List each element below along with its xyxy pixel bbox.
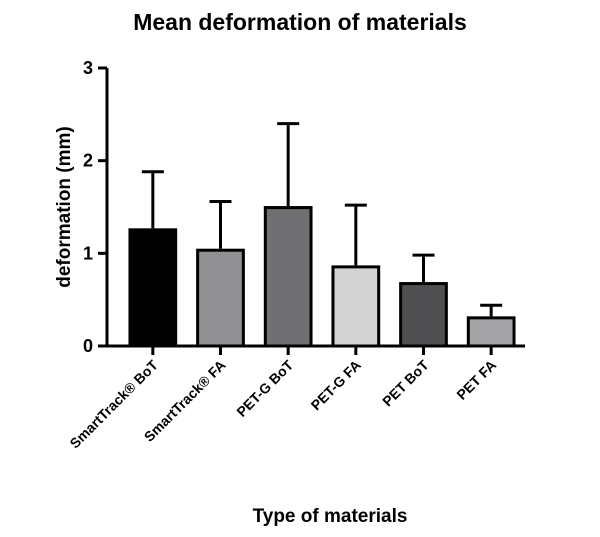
x-tick-label: PET-G FA bbox=[308, 357, 364, 413]
y-tick-label: 1 bbox=[83, 243, 93, 263]
y-axis-title: deformation (mm) bbox=[54, 126, 75, 288]
bar bbox=[196, 248, 245, 348]
x-tick-label: PET FA bbox=[453, 357, 499, 403]
x-axis-title: Type of materials bbox=[253, 506, 408, 527]
y-tick-label: 3 bbox=[83, 58, 93, 78]
bar bbox=[128, 228, 178, 348]
bar bbox=[466, 316, 516, 348]
bar bbox=[263, 206, 313, 348]
bar bbox=[331, 265, 381, 348]
x-tick-label: PET-G BoT bbox=[233, 357, 296, 420]
y-tick-label: 2 bbox=[83, 151, 93, 171]
bar bbox=[399, 282, 448, 348]
y-tick-label: 0 bbox=[83, 336, 93, 356]
chart-title: Mean deformation of materials bbox=[133, 9, 467, 35]
x-tick-label: PET BoT bbox=[379, 356, 432, 409]
